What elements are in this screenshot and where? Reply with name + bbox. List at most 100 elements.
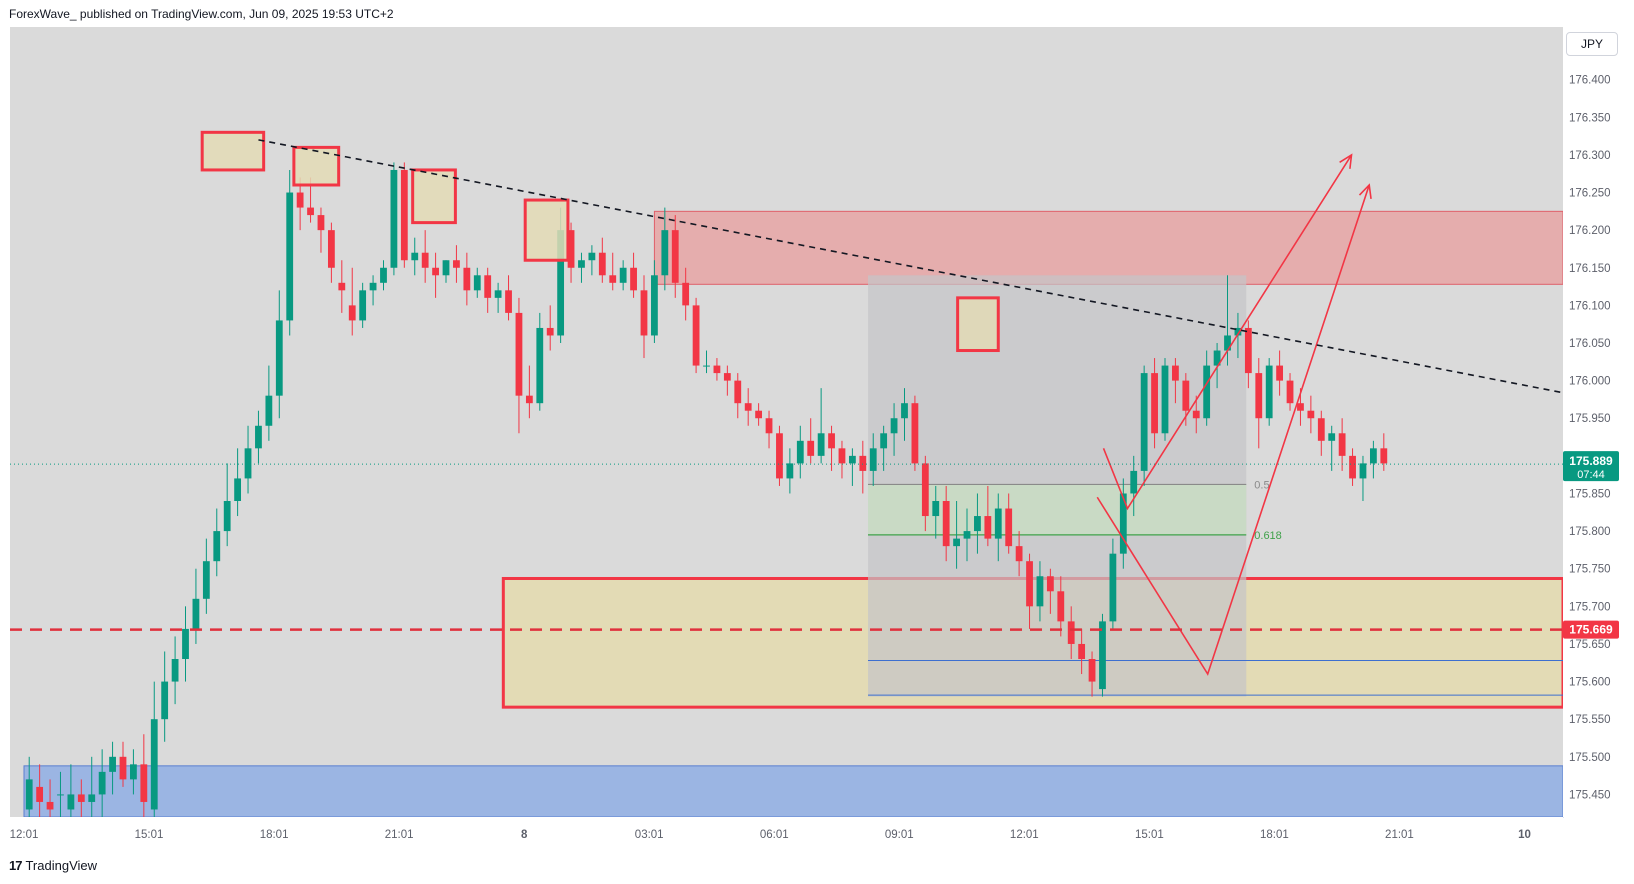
candle[interactable]: [1088, 651, 1096, 697]
candle[interactable]: [807, 418, 815, 464]
candle[interactable]: [901, 388, 908, 441]
candle[interactable]: [880, 425, 888, 471]
candle[interactable]: [400, 162, 408, 268]
candle[interactable]: [1307, 395, 1315, 434]
candle[interactable]: [911, 395, 919, 471]
candle[interactable]: [921, 455, 929, 532]
currency-button[interactable]: JPY: [1566, 32, 1618, 56]
candle[interactable]: [1276, 350, 1284, 396]
candle[interactable]: [682, 267, 690, 321]
blue-zone[interactable]: [23, 765, 1564, 818]
candle[interactable]: [723, 365, 731, 396]
candle[interactable]: [619, 260, 627, 291]
candle[interactable]: [942, 485, 950, 562]
candle[interactable]: [1203, 350, 1211, 426]
candle[interactable]: [1036, 561, 1044, 622]
candle[interactable]: [1192, 395, 1200, 434]
candle[interactable]: [327, 222, 335, 283]
candle[interactable]: [651, 260, 658, 343]
candle[interactable]: [713, 358, 721, 381]
candle[interactable]: [1161, 358, 1169, 441]
candle[interactable]: [359, 282, 367, 328]
candle[interactable]: [380, 260, 387, 291]
candle[interactable]: [1338, 418, 1346, 471]
candle[interactable]: [588, 245, 596, 276]
candle[interactable]: [390, 162, 398, 276]
candle[interactable]: [494, 282, 502, 313]
candle[interactable]: [1026, 553, 1033, 629]
candle[interactable]: [171, 636, 179, 705]
candle[interactable]: [515, 297, 523, 434]
candle[interactable]: [338, 260, 346, 313]
candle[interactable]: [1317, 410, 1325, 456]
swing-high-box[interactable]: [411, 168, 457, 225]
candle[interactable]: [369, 275, 377, 306]
candle[interactable]: [796, 425, 804, 479]
candle[interactable]: [838, 440, 846, 479]
candle[interactable]: [1005, 493, 1013, 554]
candle[interactable]: [1046, 568, 1054, 614]
candle[interactable]: [432, 252, 439, 298]
candle[interactable]: [67, 764, 75, 817]
candle[interactable]: [161, 651, 169, 742]
candle[interactable]: [213, 508, 221, 577]
candle[interactable]: [1099, 613, 1106, 697]
resistance-zone[interactable]: [653, 210, 1564, 285]
candle[interactable]: [223, 463, 231, 547]
candle[interactable]: [57, 771, 64, 817]
projection-arrow-deep[interactable]: [1096, 184, 1370, 676]
candle[interactable]: [609, 252, 617, 291]
candle[interactable]: [536, 312, 544, 411]
candle[interactable]: [859, 440, 867, 494]
candle[interactable]: [1244, 320, 1252, 389]
swing-high-box[interactable]: [200, 130, 266, 172]
candle[interactable]: [421, 230, 429, 283]
candle[interactable]: [130, 749, 137, 795]
candle[interactable]: [286, 169, 294, 336]
candle[interactable]: [1172, 358, 1179, 404]
swing-high-box[interactable]: [523, 198, 570, 262]
candle[interactable]: [1286, 373, 1294, 411]
candle[interactable]: [1349, 448, 1356, 486]
candle[interactable]: [244, 425, 252, 494]
candle[interactable]: [953, 501, 960, 569]
candle[interactable]: [25, 756, 33, 817]
candle[interactable]: [1255, 358, 1263, 449]
candle[interactable]: [630, 252, 637, 298]
candle[interactable]: [546, 305, 554, 351]
candle[interactable]: [765, 410, 773, 449]
candle[interactable]: [1213, 343, 1221, 389]
candle[interactable]: [734, 373, 742, 419]
candle[interactable]: [661, 207, 669, 291]
candle[interactable]: [140, 734, 148, 817]
candle[interactable]: [817, 388, 825, 464]
candle[interactable]: [1067, 606, 1075, 659]
candle[interactable]: [1078, 628, 1086, 675]
candle[interactable]: [453, 245, 460, 283]
candle[interactable]: [265, 365, 273, 441]
candle[interactable]: [77, 779, 85, 817]
candle[interactable]: [505, 275, 512, 321]
candle[interactable]: [692, 297, 700, 374]
candle[interactable]: [963, 508, 971, 562]
candle[interactable]: [567, 222, 575, 283]
candle[interactable]: [1328, 425, 1336, 471]
candle[interactable]: [98, 749, 106, 817]
candle[interactable]: [776, 425, 783, 486]
candle[interactable]: [525, 365, 533, 419]
candle[interactable]: [786, 448, 794, 494]
projection-arrow-shallow[interactable]: [1102, 154, 1353, 511]
candle[interactable]: [463, 252, 471, 306]
candle[interactable]: [150, 681, 158, 817]
candle[interactable]: [984, 485, 992, 547]
candle[interactable]: [255, 410, 262, 464]
candle[interactable]: [442, 260, 450, 283]
candle[interactable]: [1140, 365, 1148, 486]
candle[interactable]: [703, 350, 710, 374]
candle[interactable]: [275, 290, 283, 419]
candle[interactable]: [317, 207, 325, 253]
candle[interactable]: [1380, 433, 1388, 471]
candle[interactable]: [192, 568, 200, 644]
candle[interactable]: [109, 741, 116, 795]
candle[interactable]: [1109, 538, 1117, 629]
